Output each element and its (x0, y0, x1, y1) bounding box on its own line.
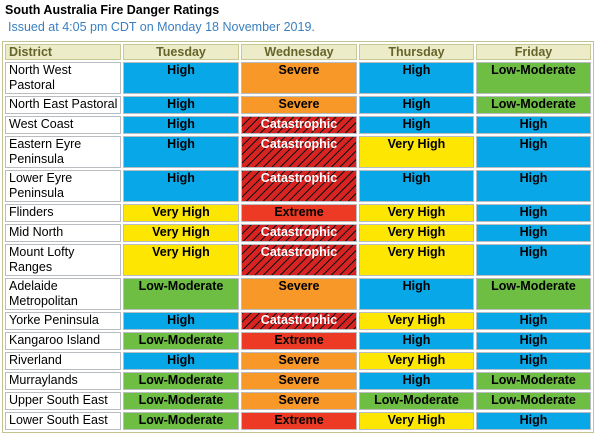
rating-cell-tuesday: Low-Moderate (123, 392, 239, 410)
table-row: North West Pastoral High Severe High Low… (5, 62, 591, 94)
rating-cell-friday: High (476, 204, 591, 222)
rating-cell-friday: High (476, 170, 591, 202)
rating-cell-wednesday: Extreme (241, 412, 357, 430)
column-header-tuesday: Tuesday (123, 44, 239, 60)
district-name: Mount Lofty Ranges (5, 244, 121, 276)
rating-cell-friday: High (476, 244, 591, 276)
district-name: Adelaide Metropolitan (5, 278, 121, 310)
rating-cell-wednesday: Catastrophic (241, 116, 357, 134)
table-row: Murraylands Low-Moderate Severe High Low… (5, 372, 591, 390)
rating-cell-thursday: High (359, 170, 474, 202)
rating-cell-tuesday: High (123, 312, 239, 330)
rating-cell-thursday: High (359, 332, 474, 350)
rating-cell-wednesday: Severe (241, 62, 357, 94)
rating-cell-tuesday: High (123, 170, 239, 202)
table-row: Riverland High Severe Very High High (5, 352, 591, 370)
rating-cell-tuesday: Very High (123, 224, 239, 242)
table-row: Lower South East Low-Moderate Extreme Ve… (5, 412, 591, 430)
rating-cell-tuesday: Very High (123, 204, 239, 222)
table-row: North East Pastoral High Severe High Low… (5, 96, 591, 114)
rating-cell-tuesday: Low-Moderate (123, 332, 239, 350)
rating-cell-wednesday: Extreme (241, 204, 357, 222)
rating-cell-wednesday: Extreme (241, 332, 357, 350)
rating-cell-friday: Low-Moderate (476, 372, 591, 390)
rating-cell-thursday: High (359, 372, 474, 390)
table-row: Flinders Very High Extreme Very High Hig… (5, 204, 591, 222)
rating-cell-thursday: Very High (359, 204, 474, 222)
issued-timestamp: Issued at 4:05 pm CDT on Monday 18 Novem… (8, 20, 315, 34)
district-name: Upper South East (5, 392, 121, 410)
table-row: West Coast High Catastrophic High High (5, 116, 591, 134)
rating-cell-tuesday: High (123, 352, 239, 370)
district-name: Mid North (5, 224, 121, 242)
rating-cell-wednesday: Catastrophic (241, 312, 357, 330)
table-row: Yorke Peninsula High Catastrophic Very H… (5, 312, 591, 330)
rating-cell-thursday: High (359, 278, 474, 310)
table-row: Upper South East Low-Moderate Severe Low… (5, 392, 591, 410)
table-row: Lower Eyre Peninsula High Catastrophic H… (5, 170, 591, 202)
rating-cell-thursday: Very High (359, 224, 474, 242)
rating-cell-wednesday: Severe (241, 392, 357, 410)
rating-cell-tuesday: High (123, 62, 239, 94)
district-name: West Coast (5, 116, 121, 134)
rating-cell-thursday: Very High (359, 136, 474, 168)
column-header-district: District (5, 44, 121, 60)
rating-cell-thursday: Very High (359, 352, 474, 370)
table-row: Adelaide Metropolitan Low-Moderate Sever… (5, 278, 591, 310)
district-name: North East Pastoral (5, 96, 121, 114)
rating-cell-friday: Low-Moderate (476, 96, 591, 114)
rating-cell-tuesday: Low-Moderate (123, 412, 239, 430)
rating-cell-wednesday: Catastrophic (241, 136, 357, 168)
rating-cell-wednesday: Severe (241, 372, 357, 390)
district-name: Yorke Peninsula (5, 312, 121, 330)
rating-cell-thursday: High (359, 116, 474, 134)
rating-cell-friday: Low-Moderate (476, 62, 591, 94)
rating-cell-wednesday: Severe (241, 278, 357, 310)
district-name: North West Pastoral (5, 62, 121, 94)
rating-cell-tuesday: Very High (123, 244, 239, 276)
rating-cell-friday: High (476, 332, 591, 350)
rating-cell-wednesday: Severe (241, 352, 357, 370)
column-header-friday: Friday (476, 44, 591, 60)
column-header-wednesday: Wednesday (241, 44, 357, 60)
rating-cell-wednesday: Catastrophic (241, 224, 357, 242)
rating-cell-friday: Low-Moderate (476, 392, 591, 410)
district-name: Flinders (5, 204, 121, 222)
rating-cell-friday: High (476, 412, 591, 430)
rating-cell-friday: Low-Moderate (476, 278, 591, 310)
table-row: Mid North Very High Catastrophic Very Hi… (5, 224, 591, 242)
rating-cell-tuesday: Low-Moderate (123, 372, 239, 390)
table-row: Kangaroo Island Low-Moderate Extreme Hig… (5, 332, 591, 350)
rating-cell-thursday: Low-Moderate (359, 392, 474, 410)
rating-cell-thursday: Very High (359, 312, 474, 330)
rating-cell-wednesday: Severe (241, 96, 357, 114)
district-name: Lower Eyre Peninsula (5, 170, 121, 202)
rating-cell-thursday: High (359, 96, 474, 114)
rating-cell-tuesday: High (123, 96, 239, 114)
table-row: Eastern Eyre Peninsula High Catastrophic… (5, 136, 591, 168)
rating-cell-friday: High (476, 312, 591, 330)
column-header-thursday: Thursday (359, 44, 474, 60)
rating-cell-tuesday: High (123, 136, 239, 168)
rating-cell-wednesday: Catastrophic (241, 170, 357, 202)
table-header-row: District Tuesday Wednesday Thursday Frid… (5, 44, 591, 60)
rating-cell-wednesday: Catastrophic (241, 244, 357, 276)
district-name: Lower South East (5, 412, 121, 430)
rating-cell-thursday: Very High (359, 412, 474, 430)
rating-cell-thursday: High (359, 62, 474, 94)
district-name: Murraylands (5, 372, 121, 390)
page-title: South Australia Fire Danger Ratings (5, 3, 220, 17)
rating-cell-friday: High (476, 224, 591, 242)
district-name: Kangaroo Island (5, 332, 121, 350)
fire-danger-table: District Tuesday Wednesday Thursday Frid… (2, 41, 594, 433)
district-name: Eastern Eyre Peninsula (5, 136, 121, 168)
rating-cell-tuesday: Low-Moderate (123, 278, 239, 310)
table-row: Mount Lofty Ranges Very High Catastrophi… (5, 244, 591, 276)
rating-cell-friday: High (476, 352, 591, 370)
rating-cell-friday: High (476, 116, 591, 134)
rating-cell-tuesday: High (123, 116, 239, 134)
district-name: Riverland (5, 352, 121, 370)
rating-cell-thursday: Very High (359, 244, 474, 276)
rating-cell-friday: High (476, 136, 591, 168)
